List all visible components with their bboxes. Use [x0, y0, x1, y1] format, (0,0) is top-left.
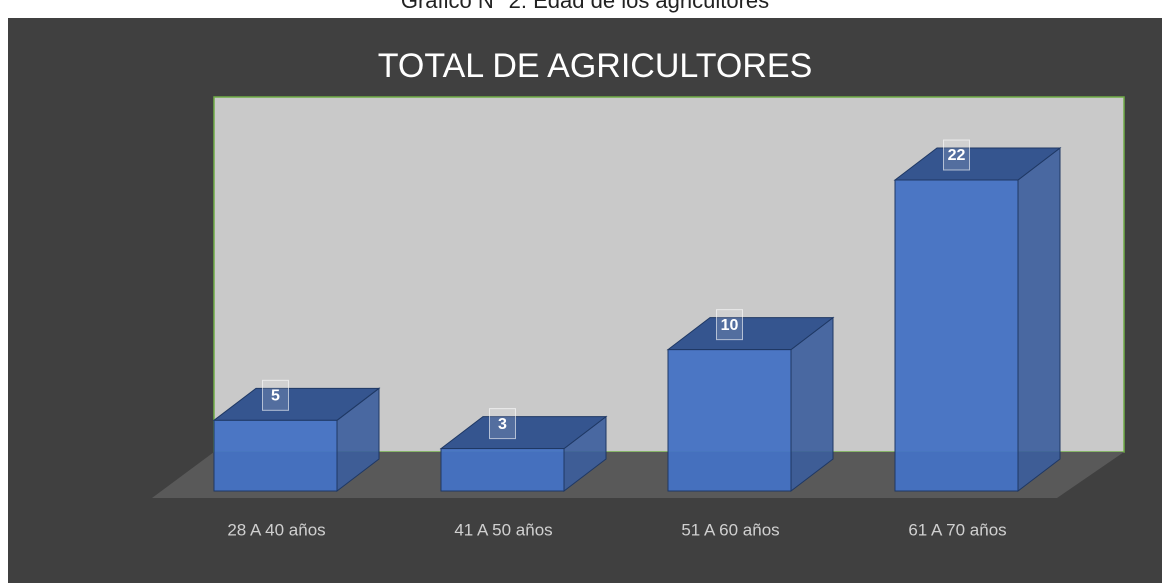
x-tick-label: 41 A 50 años — [454, 520, 552, 539]
x-tick-label: 61 A 70 años — [908, 520, 1006, 539]
data-label-box — [716, 309, 743, 341]
bar — [213, 419, 338, 492]
bar-side — [1017, 146, 1061, 493]
x-tick-label: 51 A 60 años — [681, 520, 779, 539]
data-label: 3 — [498, 416, 507, 433]
data-label-box — [262, 379, 289, 411]
x-tick-label: 28 A 40 años — [227, 520, 325, 539]
bar — [894, 179, 1019, 492]
floor — [152, 452, 1124, 498]
chart-title: TOTAL DE AGRICULTORES — [378, 47, 813, 85]
bar — [440, 448, 565, 492]
data-label-box — [943, 139, 970, 171]
data-label: 22 — [948, 147, 966, 164]
data-label: 5 — [271, 388, 280, 405]
chart-caption: Gráfico N° 2: Edad de los agricultores — [401, 0, 769, 13]
bar — [667, 349, 792, 492]
data-label-box — [489, 408, 516, 440]
data-label: 10 — [721, 317, 739, 334]
